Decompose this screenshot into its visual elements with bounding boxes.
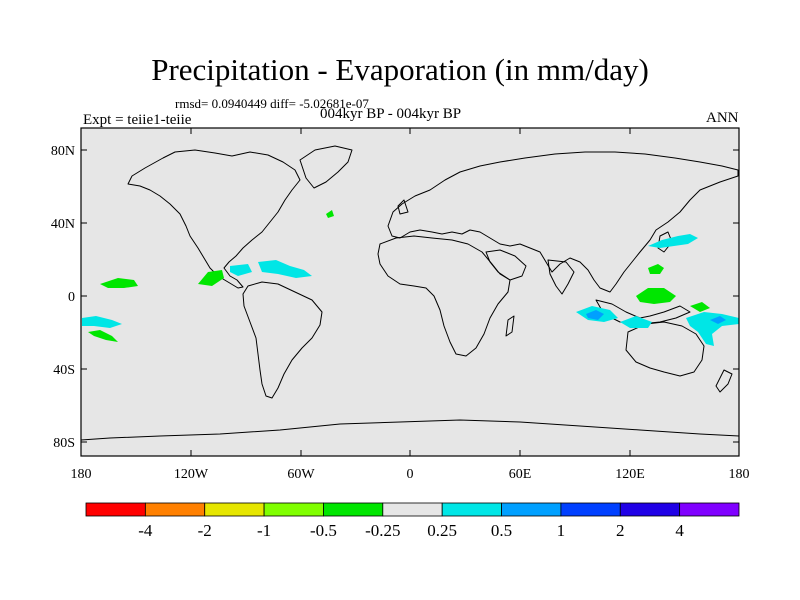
colorbar-swatch [382,502,443,517]
anomaly-region [82,316,122,328]
colorbar-swatch [560,502,621,517]
strong-positive-anomaly-regions [586,310,726,324]
anomaly-region [100,278,138,288]
colorbar [85,502,740,517]
colorbar-tick-label: 0.5 [491,521,512,540]
anomaly-region [198,270,224,286]
south-america-coast [242,281,323,399]
colorbar-tick-label: -4 [138,521,153,540]
colorbar-swatch [204,502,265,517]
colorbar-tick-label: -0.25 [365,521,400,540]
lat-label: 80N [51,144,75,159]
anomaly-region [690,302,710,312]
lat-ticks [81,149,739,443]
arabia-coast [485,249,527,281]
anomaly-region [648,234,698,248]
lon-label: 60W [287,467,315,482]
anomaly-region [710,316,726,324]
lat-label: 80S [53,436,75,451]
anomaly-region [686,312,739,346]
colorbar-labels: -4 -2 -1 -0.5 -0.25 0.25 0.5 1 2 4 [138,521,684,540]
anomaly-region [586,310,604,320]
lon-label: 180 [71,467,92,482]
colorbar-swatch [85,502,146,517]
period-subtitle: 004kyr BP - 004kyr BP [320,106,462,122]
eurasia-coast [387,151,739,293]
anomaly-region [88,330,118,342]
colorbar-swatch [501,502,562,517]
lon-labels: 180 120W 60W 0 60E 120E 180 [71,467,750,482]
season-label: ANN [706,110,739,126]
colorbar-swatch [679,502,740,517]
lat-label: 40S [53,363,75,378]
colorbar-swatch [323,502,384,517]
anomaly-region [620,316,652,328]
lon-ticks [80,128,740,456]
stats-subtitle: rmsd= 0.0940449 diff= -5.02681e-07 [175,96,369,111]
map-title: Precipitation - Evaporation (in mm/day) [151,52,649,87]
lon-label: 0 [407,467,414,482]
madagascar-coast [505,315,515,337]
colorbar-tick-label: 2 [616,521,625,540]
british-isles-coast [397,199,409,215]
lon-label: 180 [729,467,750,482]
india-coast [547,259,575,295]
anomaly-region [230,264,252,276]
anomaly-shading [82,210,739,346]
lat-label: 40N [51,217,75,232]
colorbar-tick-label: 1 [557,521,566,540]
colorbar-tick-label: -0.5 [310,521,337,540]
anomaly-region [326,210,334,218]
colorbar-swatch [441,502,502,517]
new-zealand-coast [715,369,733,393]
colorbar-tick-label: -2 [198,521,212,540]
colorbar-swatch [263,502,324,517]
north-america-coast [127,149,301,289]
anomaly-region [648,264,664,274]
lat-label: 0 [68,290,75,305]
colorbar-swatch [144,502,206,517]
colorbar-swatch [619,502,681,517]
lon-label: 60E [509,467,532,482]
antarctica-coast [80,419,740,441]
colorbar-tick-label: -1 [257,521,271,540]
australia-coast [625,321,705,377]
lat-labels: 80N 40N 0 40S 80S [51,144,75,451]
anomaly-region [636,288,676,304]
experiment-label: Expt = teiie1-teiie [83,112,192,128]
map-panel [80,127,740,457]
ocean-background [81,128,739,456]
lon-label: 120E [615,467,645,482]
negative-anomaly-regions [88,210,710,342]
africa-coast [377,235,511,357]
lon-label: 120W [174,467,209,482]
colorbar-tick-label: 4 [675,521,684,540]
colorbar-tick-label: 0.25 [427,521,457,540]
anomaly-region [258,260,312,278]
greenland-coast [299,145,353,189]
